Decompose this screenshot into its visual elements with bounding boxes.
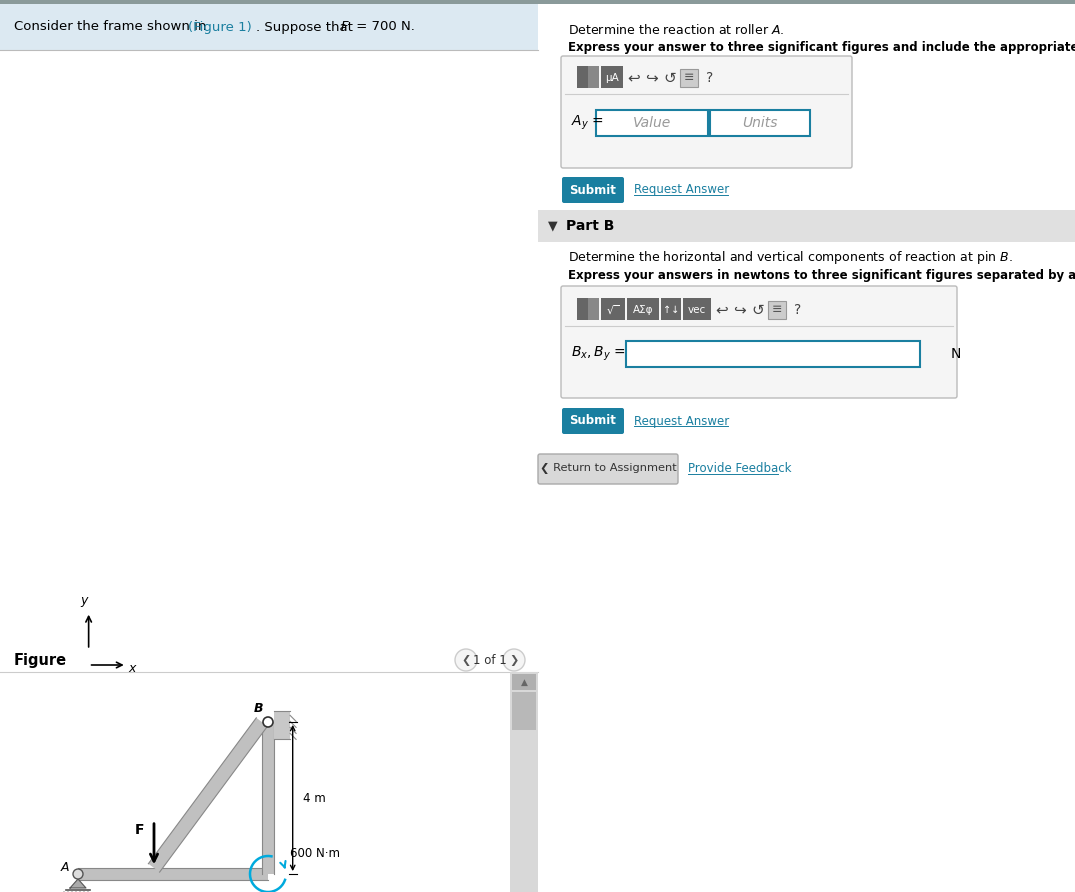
Bar — [627, 298, 659, 320]
Circle shape — [503, 649, 525, 671]
Text: ↪: ↪ — [646, 70, 658, 86]
FancyBboxPatch shape — [562, 408, 624, 434]
Text: Express your answer to three significant figures and include the appropriate uni: Express your answer to three significant… — [568, 42, 1075, 54]
Bar — [512, 692, 536, 730]
Circle shape — [455, 649, 477, 671]
Text: ↪: ↪ — [733, 302, 746, 318]
Bar — [538, 4, 1075, 892]
Text: Determine the reaction at roller $A$.: Determine the reaction at roller $A$. — [568, 23, 785, 37]
Text: = 700 N.: = 700 N. — [352, 21, 415, 34]
Text: ❮: ❮ — [461, 655, 471, 665]
Text: ❯: ❯ — [510, 655, 519, 665]
Bar — [588, 298, 599, 320]
Bar — [274, 711, 290, 739]
Text: ↩: ↩ — [716, 302, 729, 318]
Text: Consider the frame shown in: Consider the frame shown in — [14, 21, 211, 34]
Text: AΣφ: AΣφ — [633, 305, 654, 315]
Polygon shape — [78, 868, 268, 880]
Text: Submit: Submit — [570, 415, 616, 427]
Text: ↩: ↩ — [628, 70, 641, 86]
Text: μA: μA — [605, 73, 619, 83]
Text: ?: ? — [706, 71, 714, 85]
Text: Submit: Submit — [570, 184, 616, 196]
Text: $\sqrt{\,}$: $\sqrt{\,}$ — [606, 303, 620, 317]
Text: F: F — [134, 823, 144, 838]
Bar — [710, 110, 809, 136]
Bar — [601, 66, 624, 88]
Text: ?: ? — [794, 303, 802, 317]
Text: ▲: ▲ — [520, 678, 528, 687]
FancyBboxPatch shape — [562, 177, 624, 203]
Text: Request Answer: Request Answer — [634, 184, 729, 196]
Text: ↺: ↺ — [751, 302, 764, 318]
Text: $B_x, B_y$ =: $B_x, B_y$ = — [571, 345, 626, 363]
FancyBboxPatch shape — [538, 454, 678, 484]
Text: Value: Value — [633, 116, 671, 130]
Bar — [596, 110, 708, 136]
Bar — [626, 341, 920, 367]
Text: . Suppose that: . Suppose that — [256, 21, 357, 34]
Bar — [0, 4, 538, 892]
Polygon shape — [148, 718, 268, 872]
Text: N: N — [951, 347, 961, 361]
Text: Figure: Figure — [14, 653, 67, 667]
Bar — [601, 298, 625, 320]
Bar — [0, 672, 510, 892]
Text: 1 of 1: 1 of 1 — [473, 654, 507, 666]
Text: A: A — [61, 861, 70, 873]
Text: ❮ Return to Assignment: ❮ Return to Assignment — [540, 464, 676, 475]
Text: x: x — [128, 662, 135, 675]
Polygon shape — [262, 722, 274, 874]
Text: ↺: ↺ — [663, 70, 676, 86]
Bar — [661, 298, 680, 320]
Bar — [683, 298, 711, 320]
Text: (Figure 1): (Figure 1) — [188, 21, 252, 34]
Text: ↑↓: ↑↓ — [663, 305, 679, 315]
Bar — [577, 66, 588, 88]
Text: Determine the horizontal and vertical components of reaction at pin $B$.: Determine the horizontal and vertical co… — [568, 250, 1013, 267]
Circle shape — [263, 717, 273, 727]
Bar — [588, 66, 599, 88]
Polygon shape — [70, 879, 86, 888]
FancyBboxPatch shape — [561, 56, 852, 168]
Bar — [512, 674, 536, 690]
Text: 600 N·m: 600 N·m — [290, 847, 340, 860]
Bar — [0, 0, 1075, 4]
Text: ≡: ≡ — [772, 303, 783, 317]
Text: Part B: Part B — [567, 219, 615, 233]
Text: 4 m: 4 m — [303, 791, 326, 805]
Text: Express your answers in newtons to three significant figures separated by a comm: Express your answers in newtons to three… — [568, 269, 1075, 283]
Text: Units: Units — [742, 116, 777, 130]
Text: ≡: ≡ — [684, 71, 694, 85]
Text: ▼: ▼ — [548, 219, 558, 233]
Text: Provide Feedback: Provide Feedback — [688, 462, 791, 475]
Bar — [577, 298, 588, 320]
Bar — [680, 69, 698, 87]
FancyBboxPatch shape — [561, 286, 957, 398]
Text: $A_y$ =: $A_y$ = — [571, 114, 604, 132]
Bar — [510, 672, 538, 892]
Text: y: y — [80, 594, 87, 607]
Bar — [768, 301, 786, 319]
Text: $F$: $F$ — [340, 21, 349, 34]
Text: Request Answer: Request Answer — [634, 415, 729, 427]
Text: B: B — [254, 702, 263, 715]
Bar — [538, 210, 1075, 242]
Text: vec: vec — [688, 305, 706, 315]
Bar — [0, 4, 538, 50]
Circle shape — [73, 869, 83, 879]
